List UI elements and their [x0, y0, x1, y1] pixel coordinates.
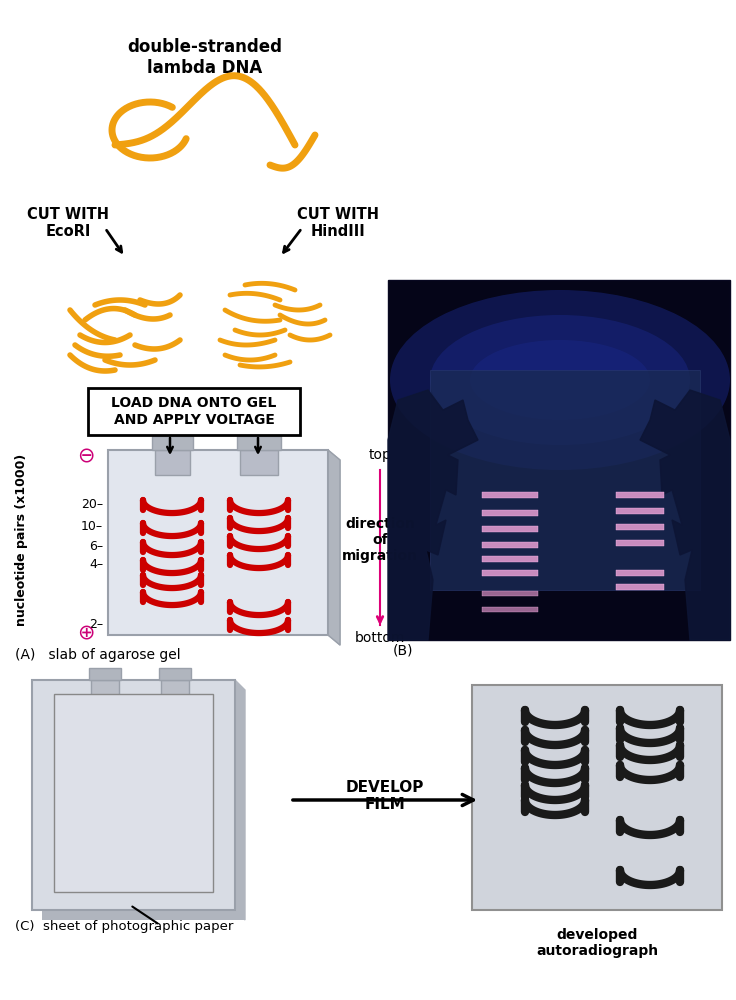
Bar — [108, 450, 328, 635]
Polygon shape — [235, 680, 245, 920]
Text: developed
autoradiograph: developed autoradiograph — [536, 928, 658, 958]
Text: direction
of
migration: direction of migration — [342, 517, 418, 563]
Text: 20–: 20– — [81, 497, 103, 510]
Bar — [152, 436, 193, 450]
Bar — [240, 450, 278, 475]
Bar — [430, 370, 700, 590]
Bar — [159, 668, 191, 680]
Bar — [482, 591, 538, 596]
Bar — [155, 450, 190, 475]
Bar — [616, 508, 664, 514]
Bar — [482, 607, 538, 612]
Text: 4–: 4– — [89, 558, 103, 570]
Polygon shape — [388, 390, 478, 640]
Bar — [32, 680, 235, 910]
Ellipse shape — [470, 340, 650, 420]
Text: nucleotide pairs (x1000): nucleotide pairs (x1000) — [15, 454, 29, 626]
Bar — [161, 680, 189, 700]
Ellipse shape — [390, 290, 730, 470]
Bar — [482, 526, 538, 532]
Bar — [482, 492, 538, 498]
Bar — [388, 280, 730, 640]
Ellipse shape — [430, 315, 690, 445]
Bar — [89, 668, 121, 680]
Bar — [237, 436, 281, 450]
Text: 2–: 2– — [89, 617, 103, 631]
Text: 10–: 10– — [81, 520, 103, 534]
Bar — [54, 694, 213, 892]
Bar — [482, 542, 538, 548]
Text: 6–: 6– — [89, 540, 103, 552]
Bar — [482, 570, 538, 576]
Bar — [42, 690, 245, 920]
Bar — [91, 680, 119, 700]
Text: (B): (B) — [393, 643, 414, 657]
Polygon shape — [640, 390, 730, 640]
Text: bottom: bottom — [355, 631, 406, 645]
Text: CUT WITH
HindIII: CUT WITH HindIII — [297, 207, 379, 239]
Bar — [616, 540, 664, 546]
Bar — [616, 492, 664, 498]
Text: DEVELOP
FILM: DEVELOP FILM — [346, 780, 424, 812]
Text: (A)   slab of agarose gel: (A) slab of agarose gel — [15, 648, 180, 662]
Bar — [482, 510, 538, 516]
Text: CUT WITH
EcoRI: CUT WITH EcoRI — [27, 207, 109, 239]
Bar — [472, 685, 722, 910]
Bar — [616, 570, 664, 576]
Bar — [616, 584, 664, 590]
Text: ⊖: ⊖ — [77, 446, 95, 466]
Polygon shape — [328, 450, 340, 645]
Text: LOAD DNA ONTO GEL
AND APPLY VOLTAGE: LOAD DNA ONTO GEL AND APPLY VOLTAGE — [111, 396, 277, 427]
Bar — [616, 524, 664, 530]
Text: double-stranded
lambda DNA: double-stranded lambda DNA — [127, 38, 283, 77]
Text: ⊕: ⊕ — [77, 622, 95, 642]
Text: top: top — [369, 448, 392, 462]
Text: (C)  sheet of photographic paper: (C) sheet of photographic paper — [15, 920, 233, 933]
Bar — [482, 556, 538, 562]
Bar — [88, 388, 300, 435]
